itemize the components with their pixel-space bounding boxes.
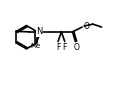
Text: O: O	[74, 42, 80, 52]
Text: F: F	[63, 42, 67, 52]
Text: Me: Me	[30, 43, 40, 49]
Text: N: N	[36, 27, 43, 36]
Text: F: F	[56, 42, 60, 52]
Text: O: O	[83, 22, 89, 31]
